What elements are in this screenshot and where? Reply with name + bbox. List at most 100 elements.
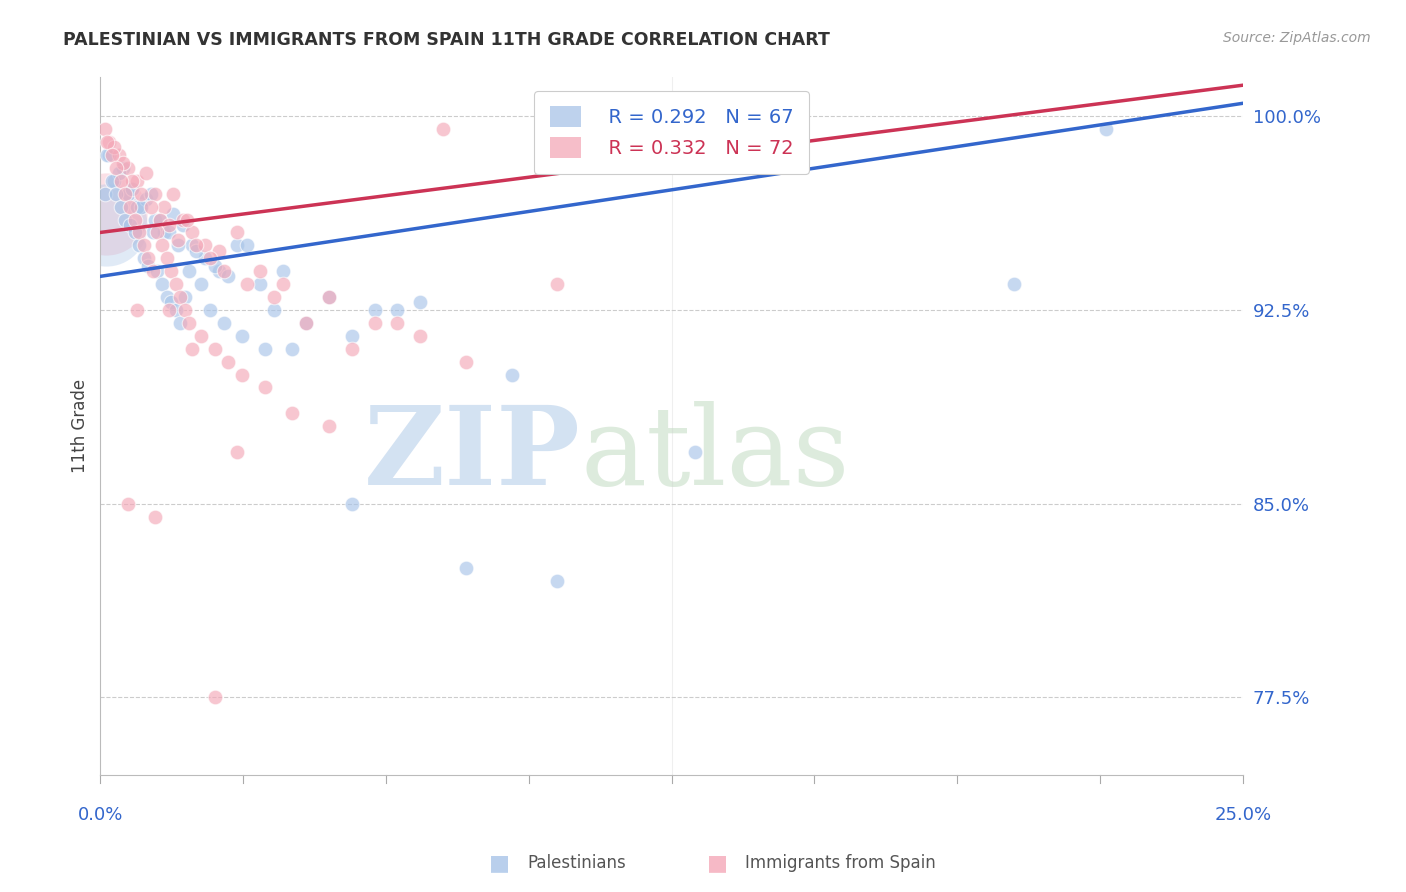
Point xyxy=(226,238,249,252)
Point xyxy=(98,135,121,149)
Point xyxy=(150,277,173,292)
Point xyxy=(387,302,409,317)
Point xyxy=(169,316,191,330)
Point xyxy=(454,354,477,368)
Point xyxy=(149,212,172,227)
Point xyxy=(190,277,212,292)
Point xyxy=(409,295,432,310)
Text: 25.0%: 25.0% xyxy=(1215,806,1271,824)
Point xyxy=(131,186,153,201)
Point xyxy=(186,238,208,252)
Point xyxy=(194,238,217,252)
Point xyxy=(208,264,231,278)
Point xyxy=(139,186,162,201)
Point xyxy=(204,342,226,356)
Point xyxy=(190,328,212,343)
Point xyxy=(124,212,146,227)
Point xyxy=(117,497,139,511)
Point xyxy=(165,302,187,317)
Point xyxy=(139,200,162,214)
Point xyxy=(340,497,363,511)
Point xyxy=(138,259,160,273)
Point xyxy=(165,277,187,292)
Point xyxy=(281,342,304,356)
Point xyxy=(132,238,155,252)
Point xyxy=(212,316,235,330)
Text: ■: ■ xyxy=(707,854,727,873)
Point xyxy=(454,561,477,575)
Legend:   R = 0.292   N = 67,   R = 0.332   N = 72: R = 0.292 N = 67, R = 0.332 N = 72 xyxy=(534,91,810,174)
Point xyxy=(340,328,363,343)
Point xyxy=(318,290,340,304)
Point xyxy=(226,226,249,240)
Point xyxy=(157,226,180,240)
Point xyxy=(121,174,143,188)
Text: 0.0%: 0.0% xyxy=(77,806,124,824)
Point xyxy=(132,252,155,266)
Point xyxy=(101,174,124,188)
Point xyxy=(121,181,143,195)
Point xyxy=(217,354,239,368)
Point xyxy=(172,212,194,227)
Point xyxy=(149,212,172,227)
Point xyxy=(295,316,318,330)
Point xyxy=(263,290,285,304)
Point xyxy=(226,445,249,459)
Point xyxy=(94,186,117,201)
Point xyxy=(176,212,198,227)
Point xyxy=(363,302,385,317)
Point xyxy=(409,328,432,343)
Point xyxy=(110,200,132,214)
Point xyxy=(110,174,132,188)
Point xyxy=(112,155,135,169)
Point xyxy=(204,690,226,705)
Point xyxy=(340,342,363,356)
Point xyxy=(146,226,169,240)
Point xyxy=(198,302,221,317)
Point xyxy=(180,342,202,356)
Point xyxy=(249,264,271,278)
Point xyxy=(235,277,257,292)
Point xyxy=(98,148,121,162)
Point xyxy=(249,277,271,292)
Point xyxy=(128,226,150,240)
Point xyxy=(143,186,166,201)
Point xyxy=(94,218,117,232)
Point xyxy=(96,148,118,162)
Point xyxy=(174,302,197,317)
Point xyxy=(546,574,568,589)
Point xyxy=(281,406,304,420)
Point xyxy=(135,192,157,206)
Point xyxy=(117,186,139,201)
Text: atlas: atlas xyxy=(581,401,849,508)
Point xyxy=(114,212,136,227)
Point xyxy=(156,252,179,266)
Text: PALESTINIAN VS IMMIGRANTS FROM SPAIN 11TH GRADE CORRELATION CHART: PALESTINIAN VS IMMIGRANTS FROM SPAIN 11T… xyxy=(63,31,830,49)
Point xyxy=(212,264,235,278)
Point xyxy=(146,264,169,278)
Point xyxy=(160,295,183,310)
Point xyxy=(162,186,184,201)
Text: Palestinians: Palestinians xyxy=(527,855,626,872)
Point xyxy=(235,238,257,252)
Point xyxy=(1004,277,1026,292)
Point xyxy=(107,166,129,180)
Point xyxy=(142,264,165,278)
Point xyxy=(112,161,135,175)
Point xyxy=(96,135,118,149)
Point xyxy=(162,207,184,221)
Point xyxy=(208,244,231,258)
Point xyxy=(135,166,157,180)
Point xyxy=(103,140,125,154)
Point xyxy=(198,252,221,266)
Point xyxy=(125,174,148,188)
Point xyxy=(94,122,117,136)
Point xyxy=(271,264,294,278)
Point xyxy=(179,264,201,278)
Y-axis label: 11th Grade: 11th Grade xyxy=(72,379,89,474)
Point xyxy=(125,302,148,317)
Point xyxy=(150,238,173,252)
Point xyxy=(120,200,142,214)
Point xyxy=(432,122,454,136)
Point xyxy=(180,238,202,252)
